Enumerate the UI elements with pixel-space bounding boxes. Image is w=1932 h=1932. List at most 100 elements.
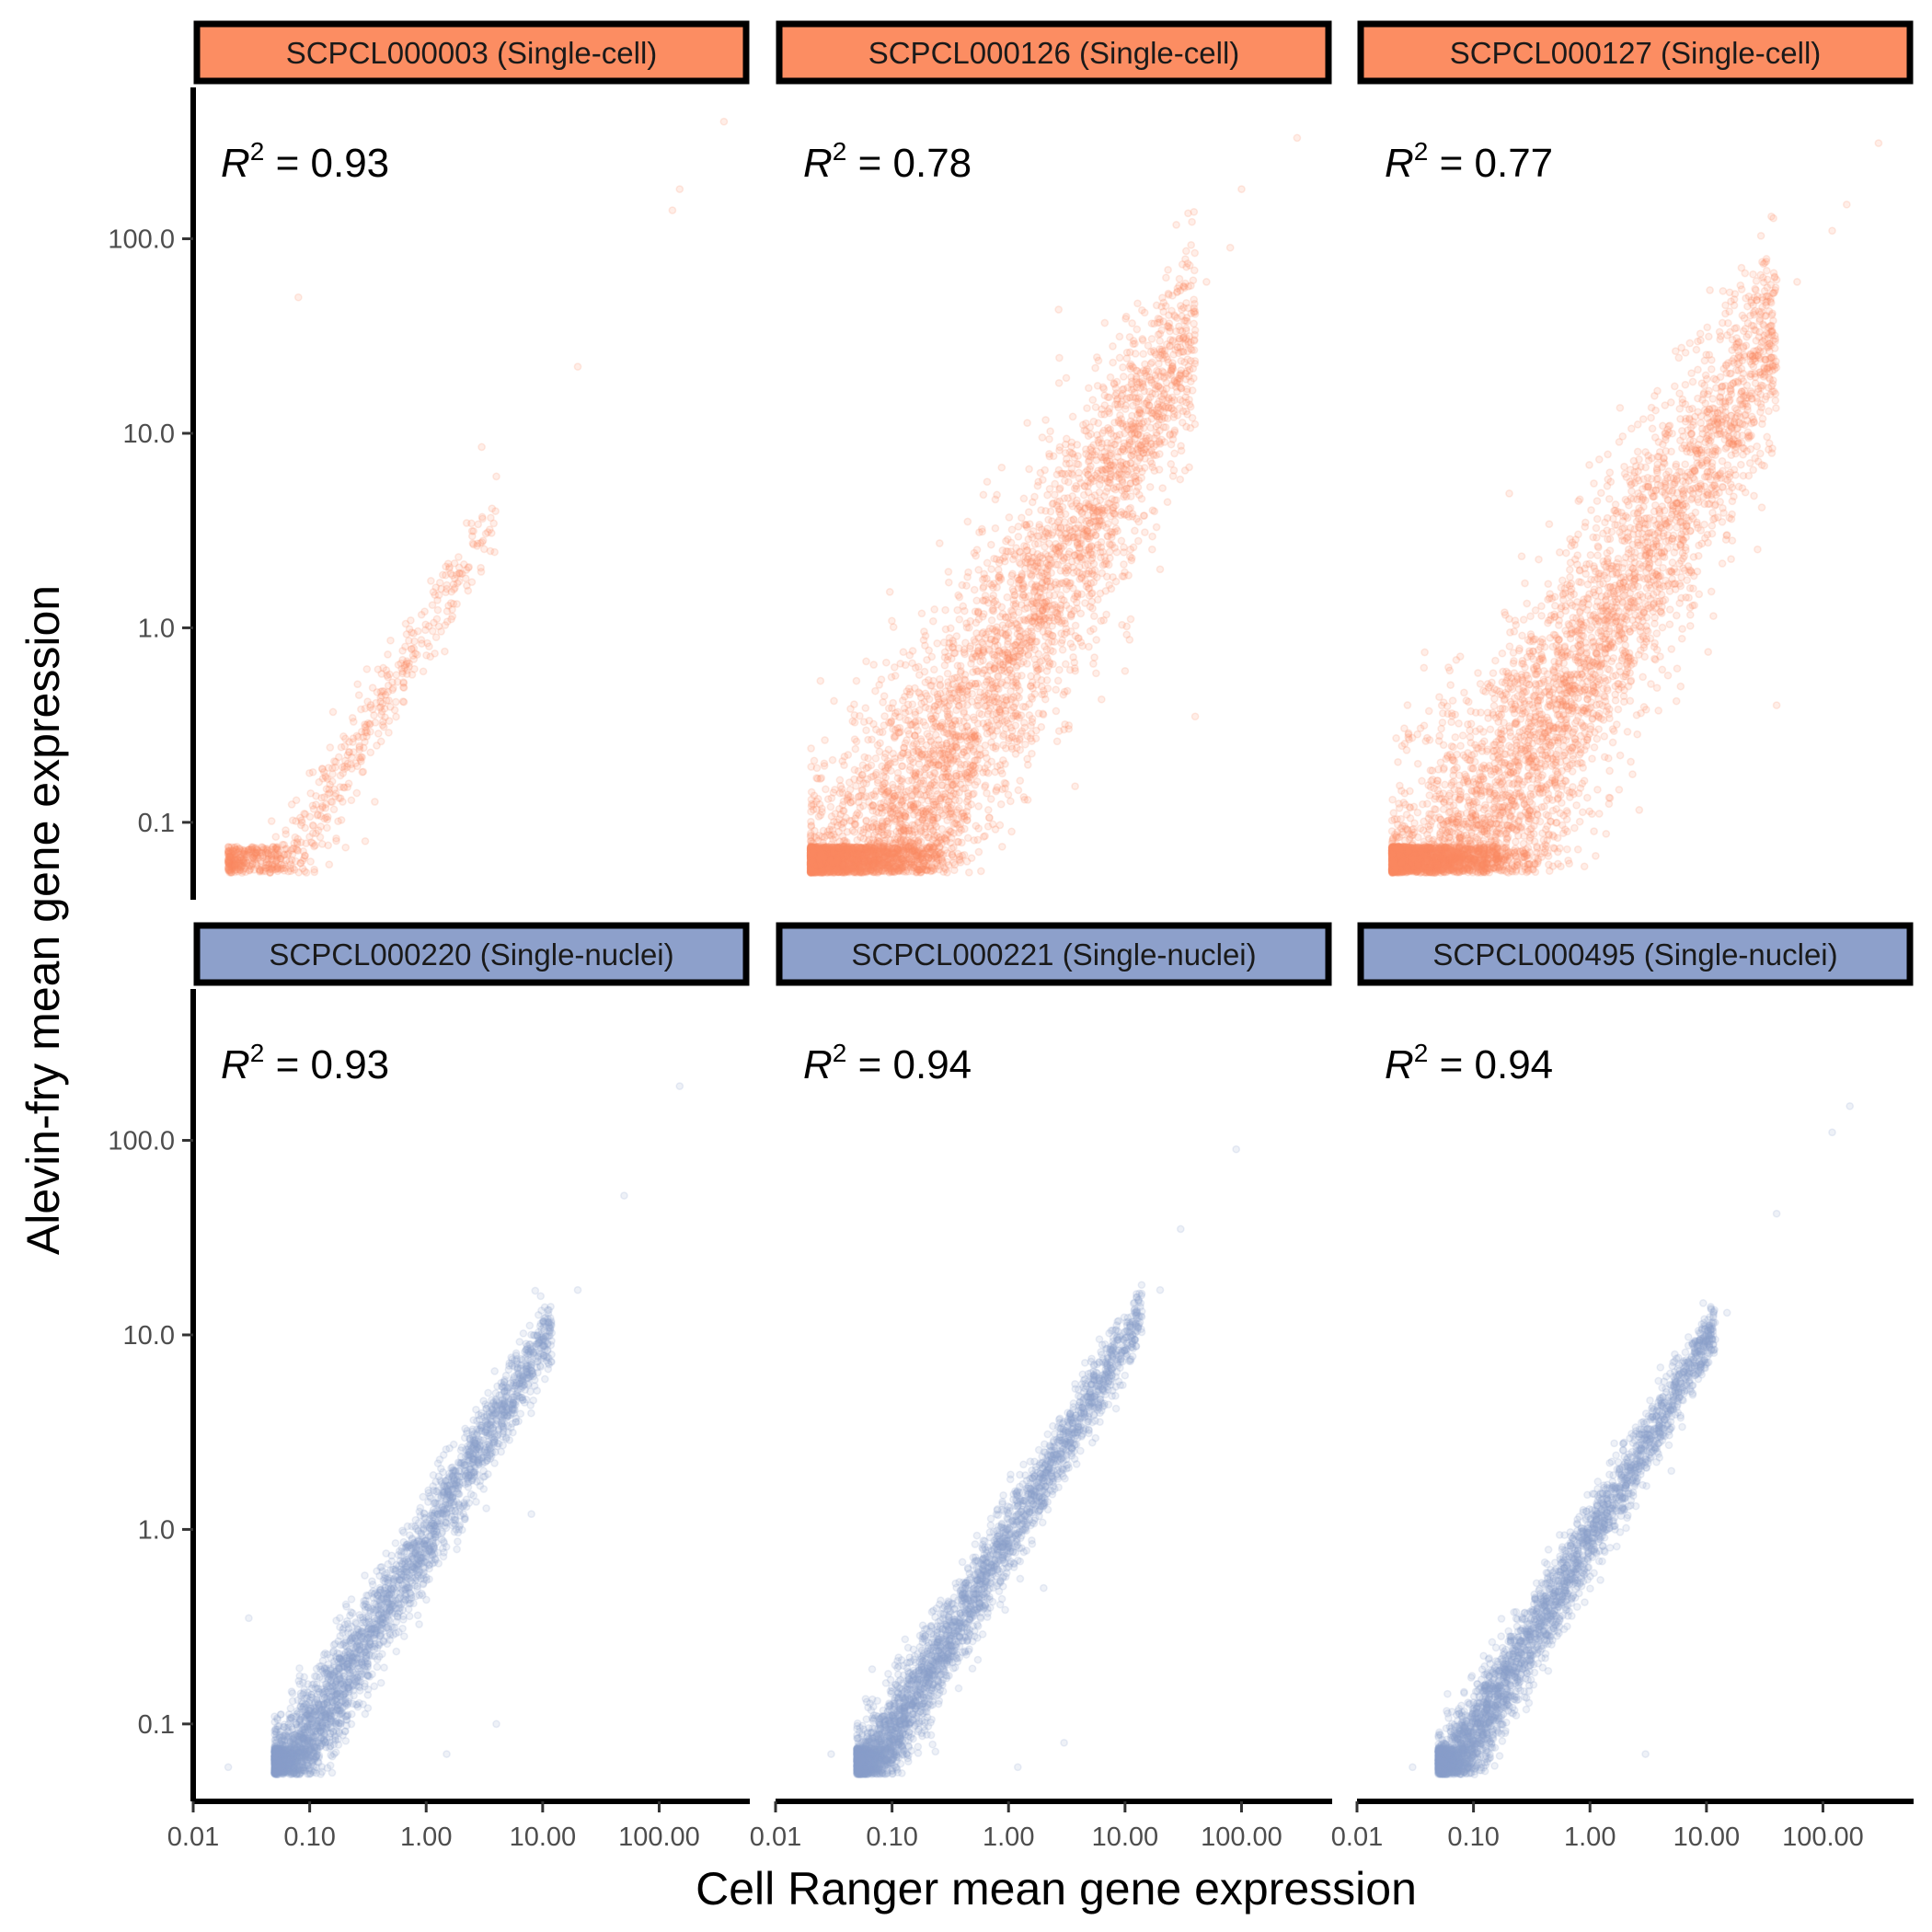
data-point	[321, 772, 329, 780]
data-point	[1044, 661, 1053, 671]
data-point	[1034, 539, 1042, 548]
data-point	[1152, 429, 1161, 437]
outlier-point	[361, 836, 370, 845]
data-point	[821, 736, 829, 744]
data-point	[263, 860, 272, 868]
data-point	[282, 845, 291, 853]
data-point	[271, 851, 281, 860]
data-point	[292, 817, 300, 825]
data-point	[264, 855, 273, 863]
data-point	[940, 661, 949, 670]
data-point	[358, 767, 367, 776]
data-point	[1065, 525, 1075, 535]
data-point	[259, 853, 268, 862]
data-point	[400, 663, 409, 672]
data-point	[362, 720, 371, 730]
data-point	[1183, 347, 1192, 356]
data-point	[305, 768, 314, 777]
data-point	[388, 684, 397, 693]
data-point	[1105, 404, 1114, 413]
data-point	[1133, 325, 1142, 334]
data-point	[1025, 465, 1033, 474]
data-point	[1143, 417, 1152, 426]
data-point	[972, 822, 981, 831]
data-point	[442, 588, 450, 597]
data-point	[377, 691, 386, 700]
data-point	[1133, 431, 1143, 440]
data-point	[428, 627, 437, 636]
data-point	[286, 845, 295, 855]
data-point	[368, 684, 377, 692]
data-point	[402, 657, 411, 665]
data-point	[1107, 530, 1116, 539]
data-point	[306, 788, 316, 798]
data-point	[1115, 353, 1124, 362]
data-point	[1090, 471, 1099, 480]
data-point	[1020, 564, 1029, 573]
data-point	[1187, 240, 1196, 249]
data-point	[451, 574, 459, 583]
data-point	[427, 577, 435, 585]
data-point	[336, 771, 345, 780]
data-point	[1003, 592, 1012, 602]
data-point	[1010, 703, 1018, 711]
data-point	[1110, 380, 1119, 388]
data-point	[1103, 393, 1112, 402]
outlier-point	[477, 443, 486, 452]
data-point	[431, 633, 441, 642]
data-point	[268, 851, 276, 860]
data-point	[322, 785, 331, 793]
outlier-point	[492, 472, 500, 481]
data-point	[487, 513, 495, 523]
data-point	[281, 864, 290, 873]
data-point	[1007, 571, 1017, 580]
data-point	[1133, 299, 1142, 308]
data-point	[244, 845, 253, 855]
data-point	[408, 644, 416, 653]
outlier-point	[573, 362, 582, 371]
data-point	[1005, 513, 1014, 522]
data-point	[318, 801, 327, 811]
data-point	[263, 855, 272, 864]
data-point	[858, 761, 868, 770]
data-point	[274, 850, 283, 859]
outlier-point	[252, 848, 261, 857]
data-point	[263, 845, 272, 855]
data-point	[477, 512, 487, 522]
data-point	[319, 767, 328, 776]
data-point	[339, 732, 348, 741]
data-point	[1090, 490, 1099, 500]
data-point	[374, 665, 383, 673]
data-point	[449, 599, 458, 608]
data-point	[437, 627, 445, 636]
data-point	[236, 861, 245, 870]
data-point	[1189, 276, 1198, 285]
data-point	[1092, 636, 1101, 644]
data-point	[312, 791, 320, 800]
data-point	[324, 764, 333, 772]
data-point	[1052, 707, 1061, 716]
data-point	[422, 650, 431, 660]
data-point	[409, 644, 419, 653]
data-point	[1038, 433, 1047, 442]
data-point	[1084, 384, 1093, 393]
data-point	[384, 650, 392, 659]
data-point	[381, 690, 390, 699]
data-point	[237, 868, 247, 878]
data-point	[282, 826, 290, 834]
data-point	[994, 565, 1003, 574]
data-point	[363, 697, 372, 706]
data-point	[1071, 621, 1080, 630]
data-point	[996, 799, 1006, 809]
data-point	[464, 586, 473, 595]
data-point	[1014, 532, 1023, 541]
data-point	[943, 804, 952, 812]
data-point	[955, 788, 964, 797]
data-point	[987, 565, 995, 573]
data-point	[224, 852, 234, 861]
data-point	[276, 854, 285, 863]
data-point	[830, 696, 838, 706]
point-group	[224, 117, 729, 878]
data-point	[361, 728, 370, 737]
data-point	[1071, 631, 1080, 640]
